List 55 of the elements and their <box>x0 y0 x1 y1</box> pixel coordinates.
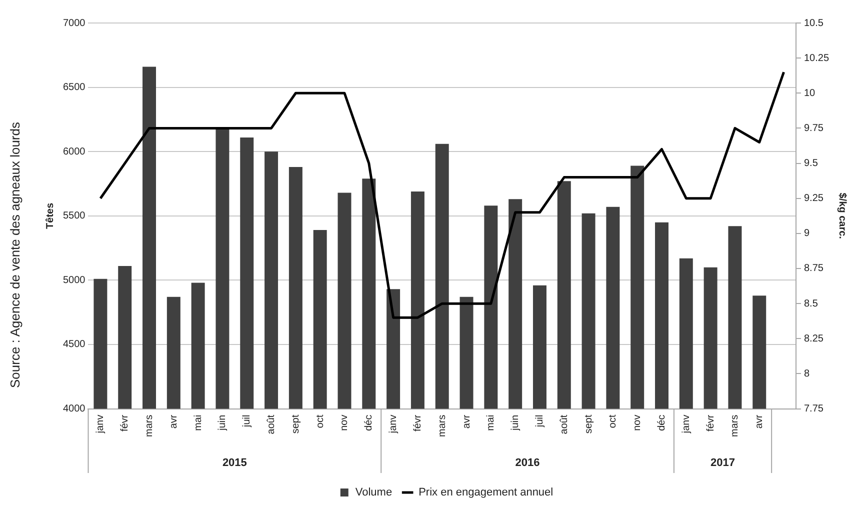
y2-tick-label: 9 <box>804 228 810 240</box>
x-tick-label: juil <box>534 414 546 428</box>
x-tick-label: janv <box>388 414 400 434</box>
y2-tick-label: 9.25 <box>804 193 824 204</box>
y2-tick-label: 8.25 <box>804 333 824 344</box>
x-tick-label: août <box>266 414 278 434</box>
y-tick-label: 6500 <box>62 82 86 94</box>
y2-tick-label: 10.25 <box>804 52 830 64</box>
x-tick-label: avr <box>461 414 472 429</box>
x-tick-label: janv <box>95 414 106 434</box>
y-tick-label: 4000 <box>62 404 86 415</box>
x-tick-label: juin <box>510 414 522 432</box>
y-axis-title: Têtes <box>44 202 56 229</box>
x-tick-label: févr <box>412 414 424 432</box>
x-tick-label: mars <box>730 414 741 438</box>
x-tick-label: févr <box>705 414 716 432</box>
y2-tick-label: 8.75 <box>804 263 824 274</box>
y2-axis-title: $/kg carc. <box>836 192 848 240</box>
x-tick-label: oct <box>314 414 326 428</box>
x-tick-label: mars <box>144 414 156 438</box>
x-tick-label: mars <box>436 414 448 438</box>
x-tick-label: mai <box>192 414 204 431</box>
y2-tick-label: 10.5 <box>804 18 824 29</box>
legend-label: Volume <box>355 486 392 499</box>
x-tick-label: janv <box>680 414 692 434</box>
x-tick-label: sept <box>290 414 302 434</box>
text: 2015 <box>222 457 247 470</box>
x-tick-label: déc <box>364 414 375 431</box>
y2-tick-label: 7.75 <box>804 404 824 415</box>
x-tick-label: avr <box>168 414 180 429</box>
legend-label: Prix en engagement annuel <box>418 486 554 499</box>
y2-tick-label: 10 <box>804 88 816 99</box>
y-tick-label: 5000 <box>62 274 86 286</box>
x-tick-label: juin <box>217 414 228 432</box>
y2-tick-label: 9.75 <box>804 122 824 134</box>
y-tick-label: 5500 <box>62 210 86 222</box>
x-tick-label: nov <box>339 414 350 431</box>
x-tick-label: oct <box>608 414 619 428</box>
x-tick-label: août <box>558 414 570 434</box>
source-note: Source : Agence de vente des agneaux lourds <box>8 122 22 388</box>
y-tick-label: 6000 <box>62 146 86 158</box>
x-tick-label: févr <box>120 414 131 432</box>
y2-tick-label: 8.5 <box>804 298 818 310</box>
y-tick-label: 7000 <box>62 18 86 29</box>
x-tick-label: mai <box>486 414 497 431</box>
y-tick-label: 4500 <box>62 339 86 350</box>
x-tick-label: avr <box>754 414 766 429</box>
text: 2016 <box>515 457 540 470</box>
x-tick-label: nov <box>632 414 644 431</box>
y2-tick-label: 9.5 <box>804 158 818 170</box>
x-tick-label: sept <box>583 414 594 434</box>
y2-tick-label: 8 <box>804 368 810 380</box>
x-tick-label: déc <box>656 414 668 431</box>
text: 2017 <box>710 457 736 470</box>
x-tick-label: juil <box>242 414 253 428</box>
